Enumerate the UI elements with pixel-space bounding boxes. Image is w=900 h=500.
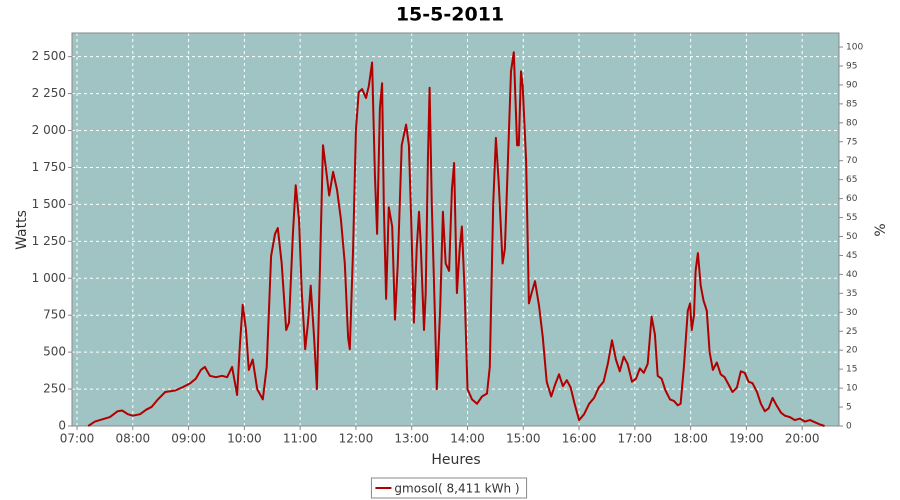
- series-line: [87, 51, 825, 427]
- y-axis-label: Watts: [14, 210, 30, 250]
- x-tick-label: 12:00: [339, 432, 374, 446]
- x-tick-label: 13:00: [394, 432, 429, 446]
- y-tick-label: 1 000: [32, 271, 66, 285]
- y2-tick-label: 35: [846, 289, 857, 299]
- x-tick-label: 08:00: [116, 432, 151, 446]
- chart-title: 15-5-2011: [396, 4, 504, 26]
- y2-tick-label: 40: [846, 270, 858, 280]
- y2-tick-label: 55: [846, 213, 857, 223]
- y2-tick-label: 30: [846, 308, 858, 318]
- y-tick-label: 1 750: [32, 160, 66, 174]
- x-tick-label: 07:00: [60, 432, 95, 446]
- y-tick-label: 1 500: [32, 197, 66, 211]
- y2-tick-label: 50: [846, 232, 858, 242]
- y2-tick-label: 25: [846, 327, 857, 337]
- x-tick-label: 19:00: [729, 432, 764, 446]
- legend-box: [370, 477, 528, 499]
- x-tick-label: 10:00: [227, 432, 262, 446]
- y2-tick-label: 85: [846, 99, 857, 109]
- y2-tick-label: 15: [846, 365, 857, 375]
- x-tick-label: 18:00: [673, 432, 708, 446]
- y-tick-label: 2 250: [32, 86, 66, 100]
- y-tick-label: 2 000: [32, 123, 66, 137]
- y-tick-label: 250: [43, 382, 66, 396]
- legend-label: gmosol( 8,411 kWh ): [394, 482, 519, 496]
- y2-tick-label: 10: [846, 384, 858, 394]
- y2-tick-label: 90: [846, 80, 858, 90]
- legend: gmosol( 8,411 kWh ): [370, 477, 528, 499]
- x-axis-label: Heures: [431, 452, 480, 468]
- y2-tick-label: 100: [846, 43, 863, 53]
- x-tick-label: 14:00: [450, 432, 485, 446]
- y2-tick-label: 75: [846, 137, 857, 147]
- y2-tick-label: 70: [846, 156, 858, 166]
- x-tick-label: 20:00: [785, 432, 820, 446]
- x-tick-label: 11:00: [283, 432, 318, 446]
- y2-tick-label: 20: [846, 346, 858, 356]
- x-tick-label: 16:00: [562, 432, 597, 446]
- y-tick-label: 750: [43, 308, 66, 322]
- y2-tick-label: 5: [846, 403, 852, 413]
- y-tick-label: 500: [43, 345, 66, 359]
- y2-axis-label: %: [873, 223, 889, 236]
- y2-tick-label: 65: [846, 175, 857, 185]
- x-tick-label: 17:00: [618, 432, 653, 446]
- y2-tick-label: 80: [846, 118, 858, 128]
- x-tick-label: 09:00: [171, 432, 206, 446]
- y2-tick-label: 95: [846, 61, 857, 71]
- x-tick-label: 15:00: [506, 432, 541, 446]
- y-tick-label: 0: [58, 419, 66, 433]
- y-tick-label: 2 500: [32, 49, 66, 63]
- y2-tick-label: 0: [846, 422, 852, 432]
- y2-tick-label: 60: [846, 194, 858, 204]
- y2-tick-label: 45: [846, 251, 857, 261]
- y-tick-label: 1 250: [32, 234, 66, 248]
- plot-frame: [71, 32, 840, 427]
